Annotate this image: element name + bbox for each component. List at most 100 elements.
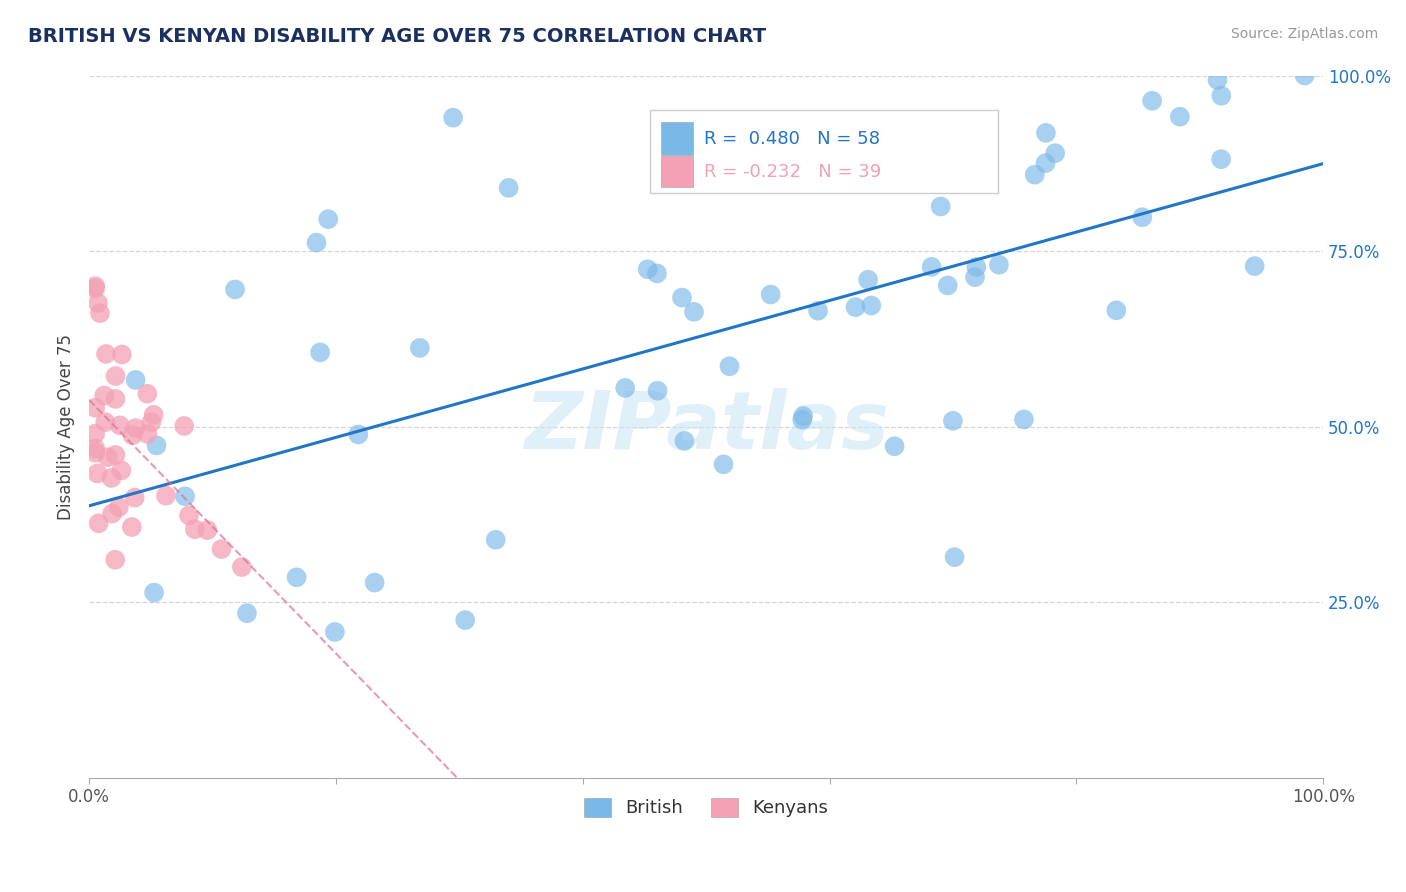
Point: [614, 381, 637, 395]
Point: [136, 427, 159, 442]
Point: [965, 260, 987, 274]
Text: R = -0.232   N = 39: R = -0.232 N = 39: [704, 163, 882, 181]
Point: [718, 359, 741, 374]
Point: [108, 500, 131, 515]
Point: [124, 491, 146, 505]
Point: [759, 287, 782, 301]
Text: BRITISH VS KENYAN DISABILITY AGE OVER 75 CORRELATION CHART: BRITISH VS KENYAN DISABILITY AGE OVER 75…: [28, 27, 766, 45]
Point: [792, 413, 814, 427]
Point: [104, 392, 127, 406]
Point: [145, 438, 167, 452]
Point: [673, 434, 696, 448]
Text: R =  0.480   N = 58: R = 0.480 N = 58: [704, 129, 880, 148]
Point: [184, 522, 207, 536]
Point: [347, 427, 370, 442]
Point: [124, 373, 146, 387]
Point: [97, 450, 120, 464]
Point: [671, 291, 693, 305]
Point: [104, 369, 127, 384]
Point: [1105, 303, 1128, 318]
Point: [84, 401, 107, 415]
Point: [111, 347, 134, 361]
Point: [883, 439, 905, 453]
Point: [94, 415, 117, 429]
Point: [921, 260, 943, 274]
Point: [305, 235, 328, 250]
Point: [84, 279, 107, 293]
Point: [195, 523, 218, 537]
Point: [1211, 152, 1233, 166]
Point: [943, 550, 966, 565]
Point: [124, 421, 146, 435]
Point: [110, 463, 132, 477]
Point: [136, 386, 159, 401]
Point: [94, 347, 117, 361]
Point: [236, 606, 259, 620]
Point: [84, 426, 107, 441]
Legend: British, Kenyans: British, Kenyans: [576, 791, 835, 825]
Text: Source: ZipAtlas.com: Source: ZipAtlas.com: [1230, 27, 1378, 41]
Point: [224, 282, 246, 296]
Point: [100, 471, 122, 485]
Point: [807, 303, 830, 318]
Point: [1035, 126, 1057, 140]
Point: [121, 520, 143, 534]
Point: [211, 542, 233, 557]
Point: [963, 270, 986, 285]
Point: [141, 415, 163, 429]
Point: [1206, 73, 1229, 87]
Point: [1243, 259, 1265, 273]
Point: [87, 516, 110, 531]
Point: [454, 613, 477, 627]
Point: [121, 428, 143, 442]
Point: [87, 296, 110, 310]
Point: [104, 553, 127, 567]
Point: [1012, 412, 1035, 426]
Text: ZIPatlas: ZIPatlas: [523, 387, 889, 466]
Point: [309, 345, 332, 359]
Point: [987, 258, 1010, 272]
Point: [1035, 156, 1057, 170]
Point: [84, 446, 107, 460]
Point: [485, 533, 508, 547]
Point: [84, 281, 107, 295]
Point: [856, 273, 879, 287]
Point: [86, 467, 108, 481]
Point: [1024, 168, 1046, 182]
Point: [323, 624, 346, 639]
Point: [155, 489, 177, 503]
Point: [143, 585, 166, 599]
Point: [409, 341, 432, 355]
Point: [84, 442, 107, 456]
Point: [645, 267, 668, 281]
Point: [441, 111, 464, 125]
Point: [173, 419, 195, 434]
Point: [101, 507, 124, 521]
Point: [713, 458, 735, 472]
Point: [856, 141, 879, 155]
Point: [844, 300, 866, 314]
Point: [936, 278, 959, 293]
Point: [231, 560, 253, 574]
Point: [104, 448, 127, 462]
Point: [142, 408, 165, 422]
Point: [1140, 94, 1163, 108]
Point: [860, 298, 883, 312]
Point: [285, 570, 308, 584]
Point: [1168, 110, 1191, 124]
Point: [929, 199, 952, 213]
Point: [363, 575, 385, 590]
Y-axis label: Disability Age Over 75: Disability Age Over 75: [58, 334, 75, 519]
Point: [89, 306, 111, 320]
Point: [93, 388, 115, 402]
Point: [108, 418, 131, 433]
Point: [1211, 88, 1233, 103]
Point: [174, 489, 197, 503]
Point: [683, 305, 706, 319]
Point: [1043, 146, 1066, 161]
Point: [942, 414, 965, 428]
Point: [316, 212, 339, 227]
Point: [498, 181, 520, 195]
Point: [1294, 69, 1316, 83]
Point: [177, 508, 200, 523]
